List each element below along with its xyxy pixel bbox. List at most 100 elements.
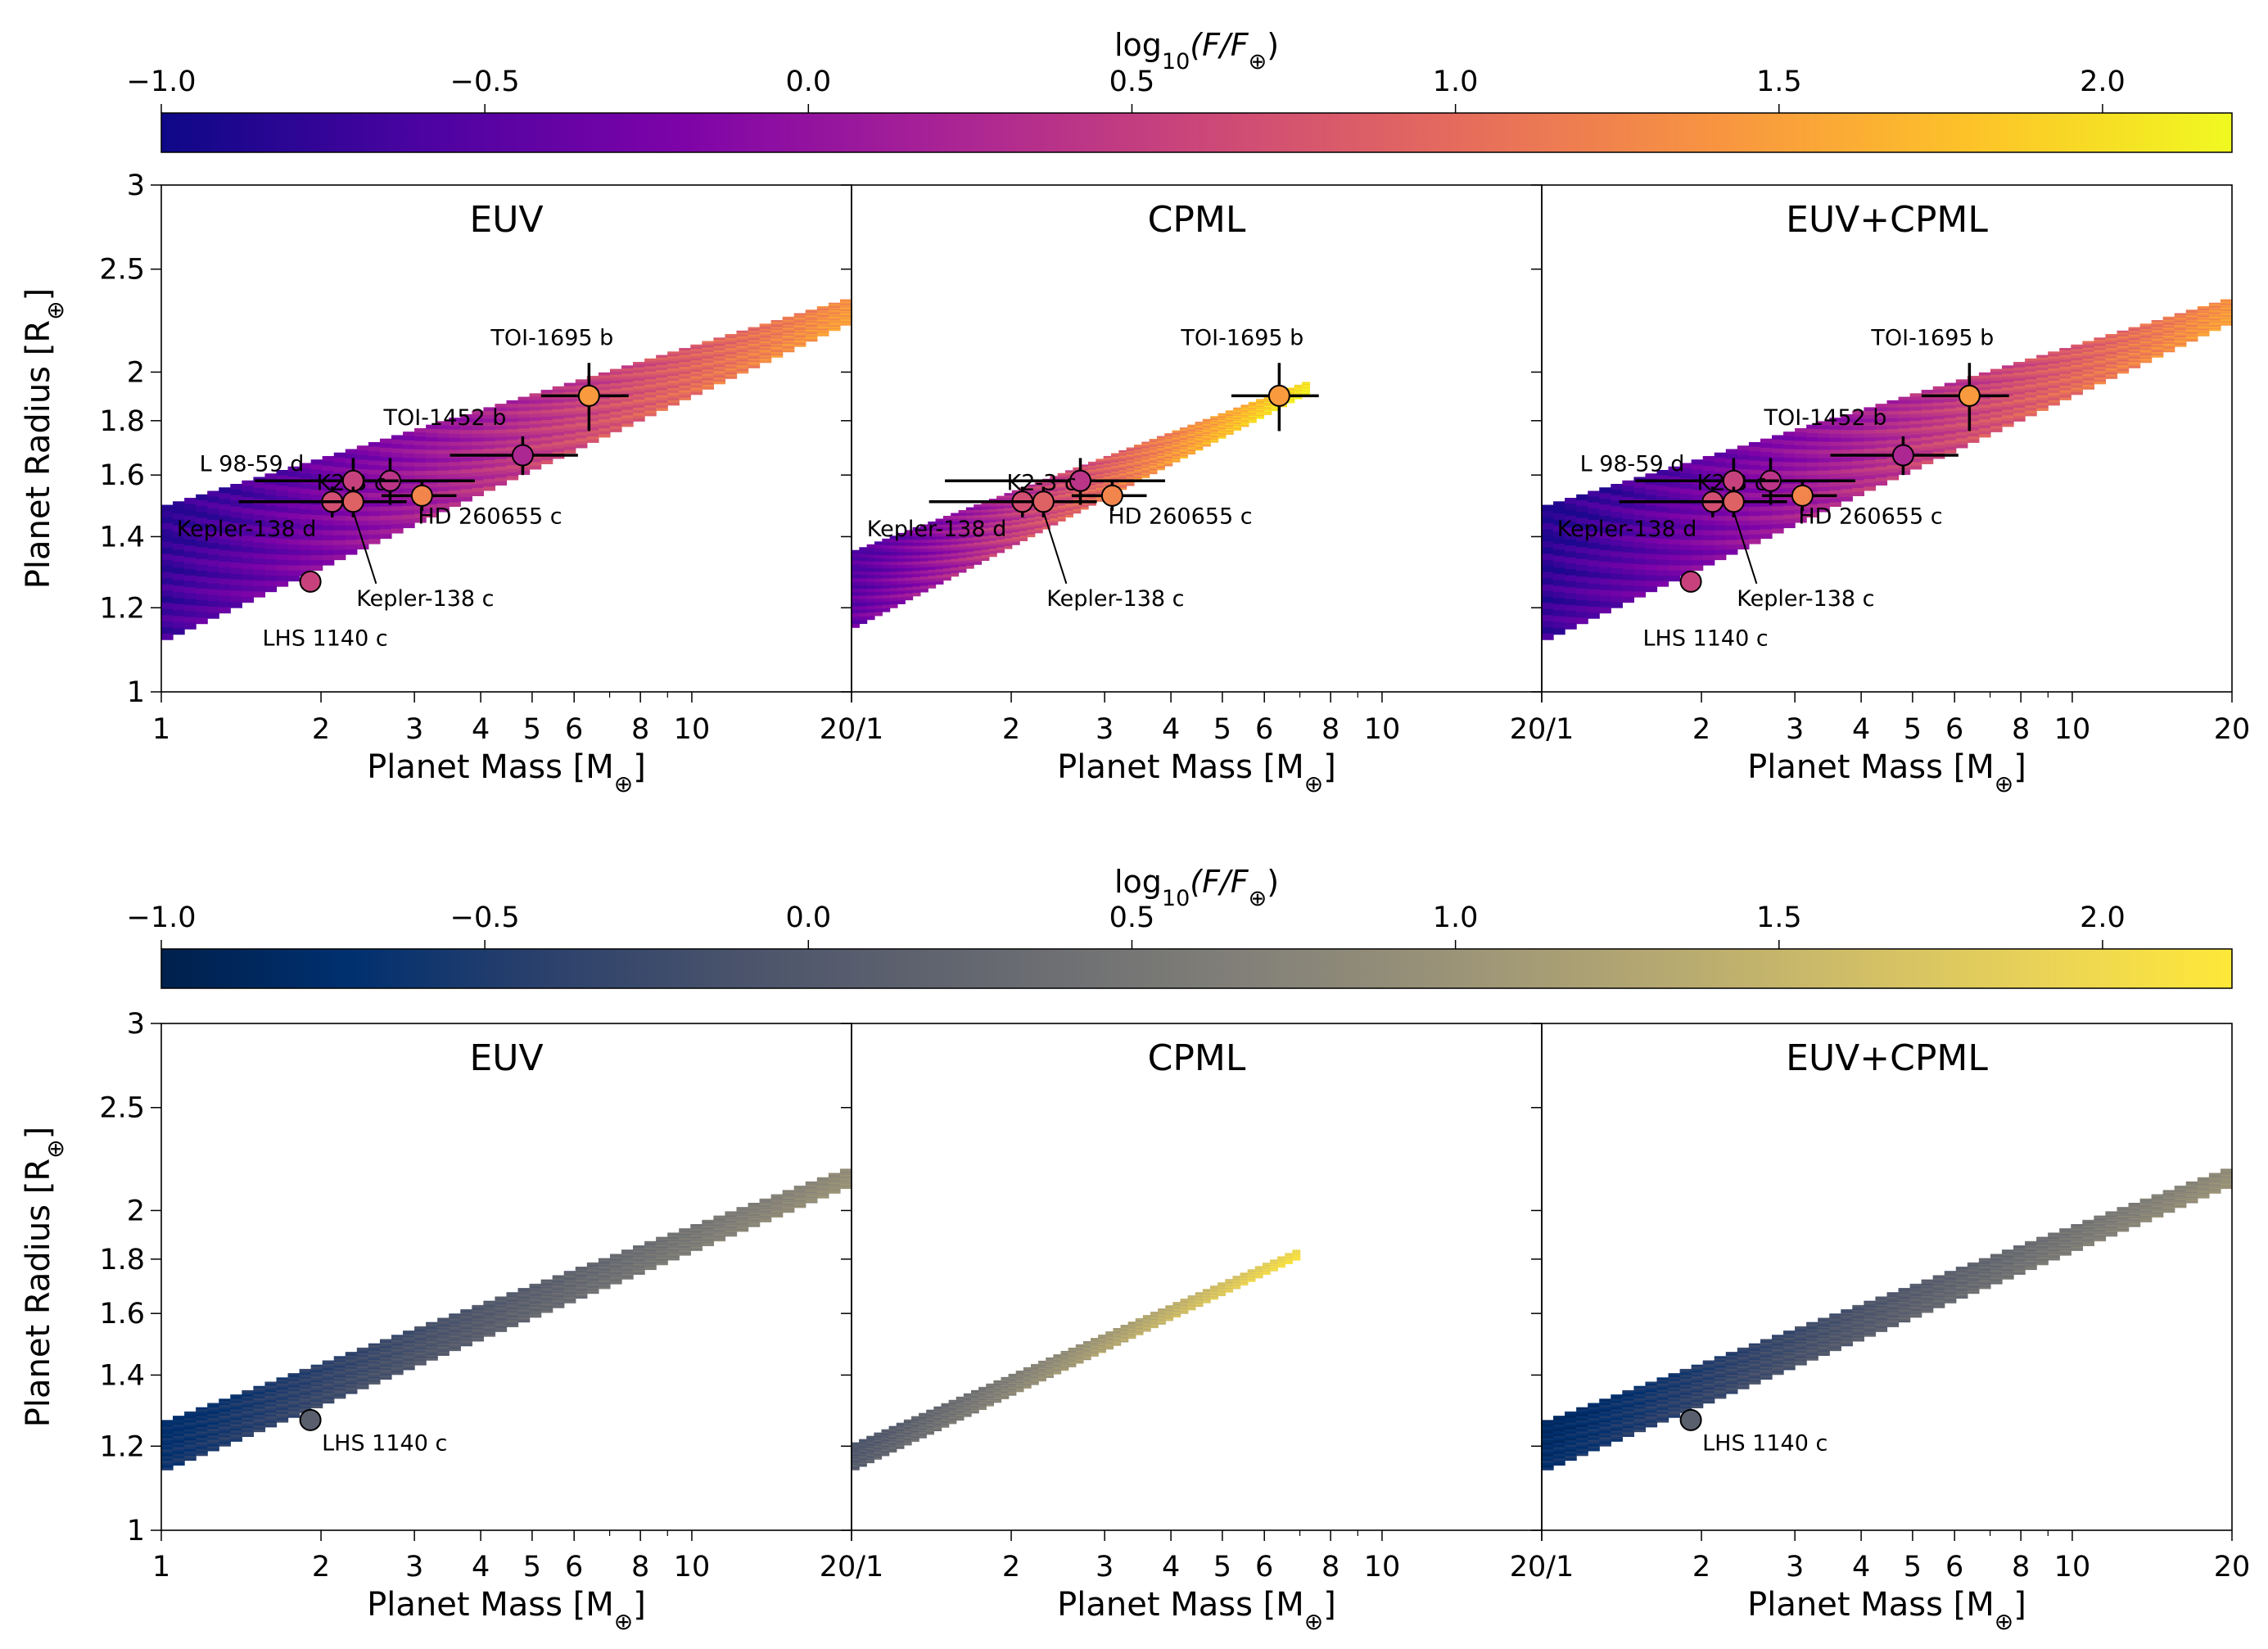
flux-cell (1542, 535, 1554, 543)
flux-cell (2025, 402, 2037, 406)
flux-cell (882, 575, 891, 580)
flux-cell (988, 545, 997, 549)
flux-cell (1656, 507, 1669, 513)
flux-cell (563, 446, 576, 451)
flux-cell (506, 443, 519, 448)
flux-cell (196, 1453, 208, 1457)
flux-cell (965, 526, 974, 531)
flux-cell (184, 1426, 197, 1430)
flux-cell (1240, 423, 1249, 425)
flux-cell (905, 530, 914, 534)
flux-cell (552, 389, 565, 394)
flux-cell (679, 386, 691, 389)
flux-cell (667, 380, 680, 384)
flux-cell (495, 1296, 508, 1299)
flux-cell (495, 473, 508, 478)
flux-cell (1576, 594, 1588, 601)
flux-cell (1126, 469, 1135, 472)
flux-cell (598, 375, 611, 379)
flux-cell (1656, 517, 1669, 524)
flux-cell (897, 539, 906, 544)
flux-cell (1944, 424, 1957, 428)
flux-cell (644, 397, 657, 401)
flux-cell (483, 440, 496, 446)
flux-cell (345, 1372, 358, 1376)
flux-cell (2071, 369, 2083, 373)
flux-cell (1875, 477, 1888, 482)
flux-cell (1852, 491, 1864, 497)
flux-cell (942, 535, 951, 540)
flux-cell (219, 1409, 231, 1412)
flux-cell (1233, 418, 1242, 421)
flux-cell (253, 591, 266, 598)
flux-cell (644, 366, 657, 370)
flux-cell (748, 365, 761, 368)
flux-cell (2197, 326, 2210, 328)
flux-cell (1921, 400, 1934, 404)
flux-cell (702, 384, 714, 388)
flux-cell (1225, 410, 1234, 413)
flux-cell (1944, 408, 1957, 413)
flux-cell (356, 1349, 369, 1353)
flux-cell (782, 321, 795, 324)
flux-cell (1218, 418, 1227, 420)
flux-cell (1286, 401, 1295, 403)
flux-cell (2197, 328, 2210, 332)
flux-cell (816, 326, 829, 328)
flux-cell (506, 1309, 519, 1312)
flux-cell (782, 323, 795, 326)
flux-cell (472, 1329, 484, 1332)
flux-cell (460, 469, 472, 474)
flux-cell (2220, 314, 2233, 317)
flux-cell (2036, 370, 2049, 373)
flux-cell (287, 1403, 300, 1406)
flux-cell (702, 347, 714, 350)
flux-cell (897, 552, 906, 556)
flux-cell (1088, 503, 1096, 506)
flux-cell (889, 581, 898, 585)
flux-cell (759, 345, 772, 347)
flux-cell (644, 413, 657, 417)
flux-cell (161, 522, 174, 531)
flux-cell (633, 396, 645, 400)
flux-cell (1633, 482, 1647, 489)
flux-cell (1714, 486, 1727, 492)
flux-cell (345, 1374, 358, 1377)
flux-cell (2071, 344, 2083, 348)
flux-cell (2185, 329, 2198, 332)
flux-cell (242, 1392, 254, 1395)
flux-cell (2105, 366, 2118, 369)
flux-cell (1050, 486, 1059, 490)
flux-cell (859, 553, 868, 558)
flux-cell (495, 1328, 508, 1330)
flux-cell (690, 360, 703, 364)
flux-cell (437, 1340, 450, 1343)
flux-cell (974, 553, 983, 557)
flux-cell (852, 613, 860, 617)
flux-cell (1294, 397, 1303, 399)
flux-cell (173, 1438, 185, 1441)
flux-cell (1256, 413, 1265, 416)
flux-cell (1057, 477, 1066, 481)
x-axis-label-xlabel-end: ] (1323, 748, 1336, 786)
flux-cell (1542, 633, 1554, 640)
flux-cell (368, 455, 381, 462)
flux-cell (1852, 433, 1864, 439)
flux-cell (1294, 387, 1303, 389)
flux-cell (609, 409, 622, 413)
flux-cell (816, 315, 829, 318)
flux-cell (207, 1426, 219, 1430)
flux-cell (1542, 511, 1554, 518)
flux-cell (1011, 512, 1020, 516)
flux-cell (2208, 321, 2221, 323)
flux-cell (1565, 522, 1577, 529)
flux-cell (1748, 502, 1761, 508)
flux-cell (299, 1386, 312, 1389)
flux-cell (1795, 513, 1807, 519)
flux-cell (460, 1317, 472, 1320)
flux-cell (1256, 410, 1265, 413)
flux-cell (184, 1422, 197, 1425)
flux-cell (981, 541, 990, 545)
flux-cell (287, 544, 300, 551)
flux-cell (2082, 376, 2094, 379)
